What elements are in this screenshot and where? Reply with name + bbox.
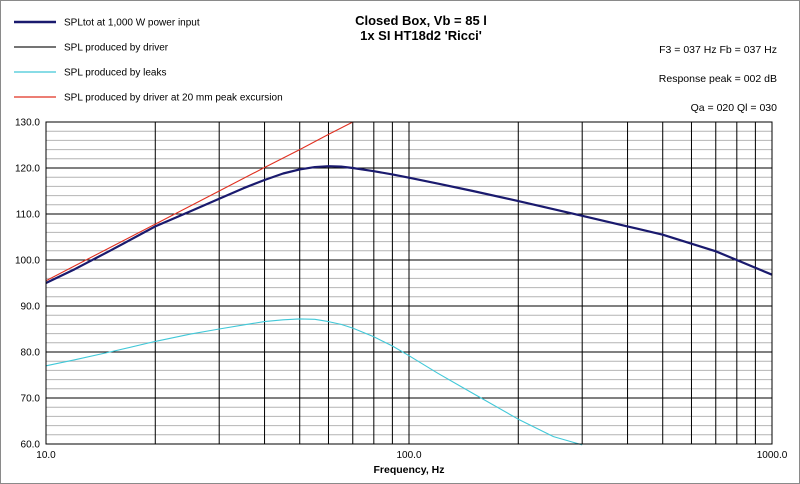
tick-labels: 130.0 120.0 110.0 100.0 90.0 80.0 70.0 60.010.0…	[15, 118, 788, 462]
y-tick-label: 70.0	[21, 394, 41, 405]
legend-label: SPLtot at 1,000 W power input	[64, 18, 200, 29]
grid	[45, 121, 773, 445]
y-tick-label: 120.0	[15, 164, 40, 175]
legend-label: SPL produced by driver at 20 mm peak exc…	[64, 93, 283, 104]
response-peak-text: Response peak = 002 dB	[659, 73, 777, 85]
y-tick-label: 130.0	[15, 118, 40, 129]
series-line-2	[45, 318, 583, 446]
series-line-0	[45, 165, 773, 284]
y-tick-label: 100.0	[15, 256, 40, 267]
y-tick-label: 90.0	[21, 302, 41, 313]
series-lines	[45, 121, 773, 446]
legend: SPLtot at 1,000 W power input SPL produce…	[14, 18, 283, 104]
x-tick-label: 10.0	[36, 450, 56, 461]
y-tick-label: 110.0	[16, 210, 41, 221]
title-line-2: 1x SI HT18d2 'Ricci'	[360, 28, 482, 43]
qa-ql-text: Qa = 020 Ql = 030	[691, 102, 778, 114]
x-tick-label: 1000.0	[757, 450, 788, 461]
legend-label: SPL produced by leaks	[64, 68, 166, 79]
x-axis-label: Frequency, Hz	[374, 464, 445, 476]
parameters-panel: F3 = 037 Hz Fb = 037 Hz Response peak = …	[659, 44, 777, 114]
chart-title: Closed Box, Vb = 85 l 1x SI HT18d2 'Ricc…	[355, 13, 487, 43]
y-tick-label: 60.0	[21, 440, 41, 451]
f3-fb-text: F3 = 037 Hz Fb = 037 Hz	[659, 44, 777, 56]
series-line-3	[45, 121, 354, 282]
plot-border	[45, 121, 773, 445]
title-line-1: Closed Box, Vb = 85 l	[355, 13, 487, 28]
y-tick-label: 80.0	[21, 348, 41, 359]
legend-label: SPL produced by driver	[64, 43, 169, 54]
x-tick-label: 100.0	[396, 450, 421, 461]
